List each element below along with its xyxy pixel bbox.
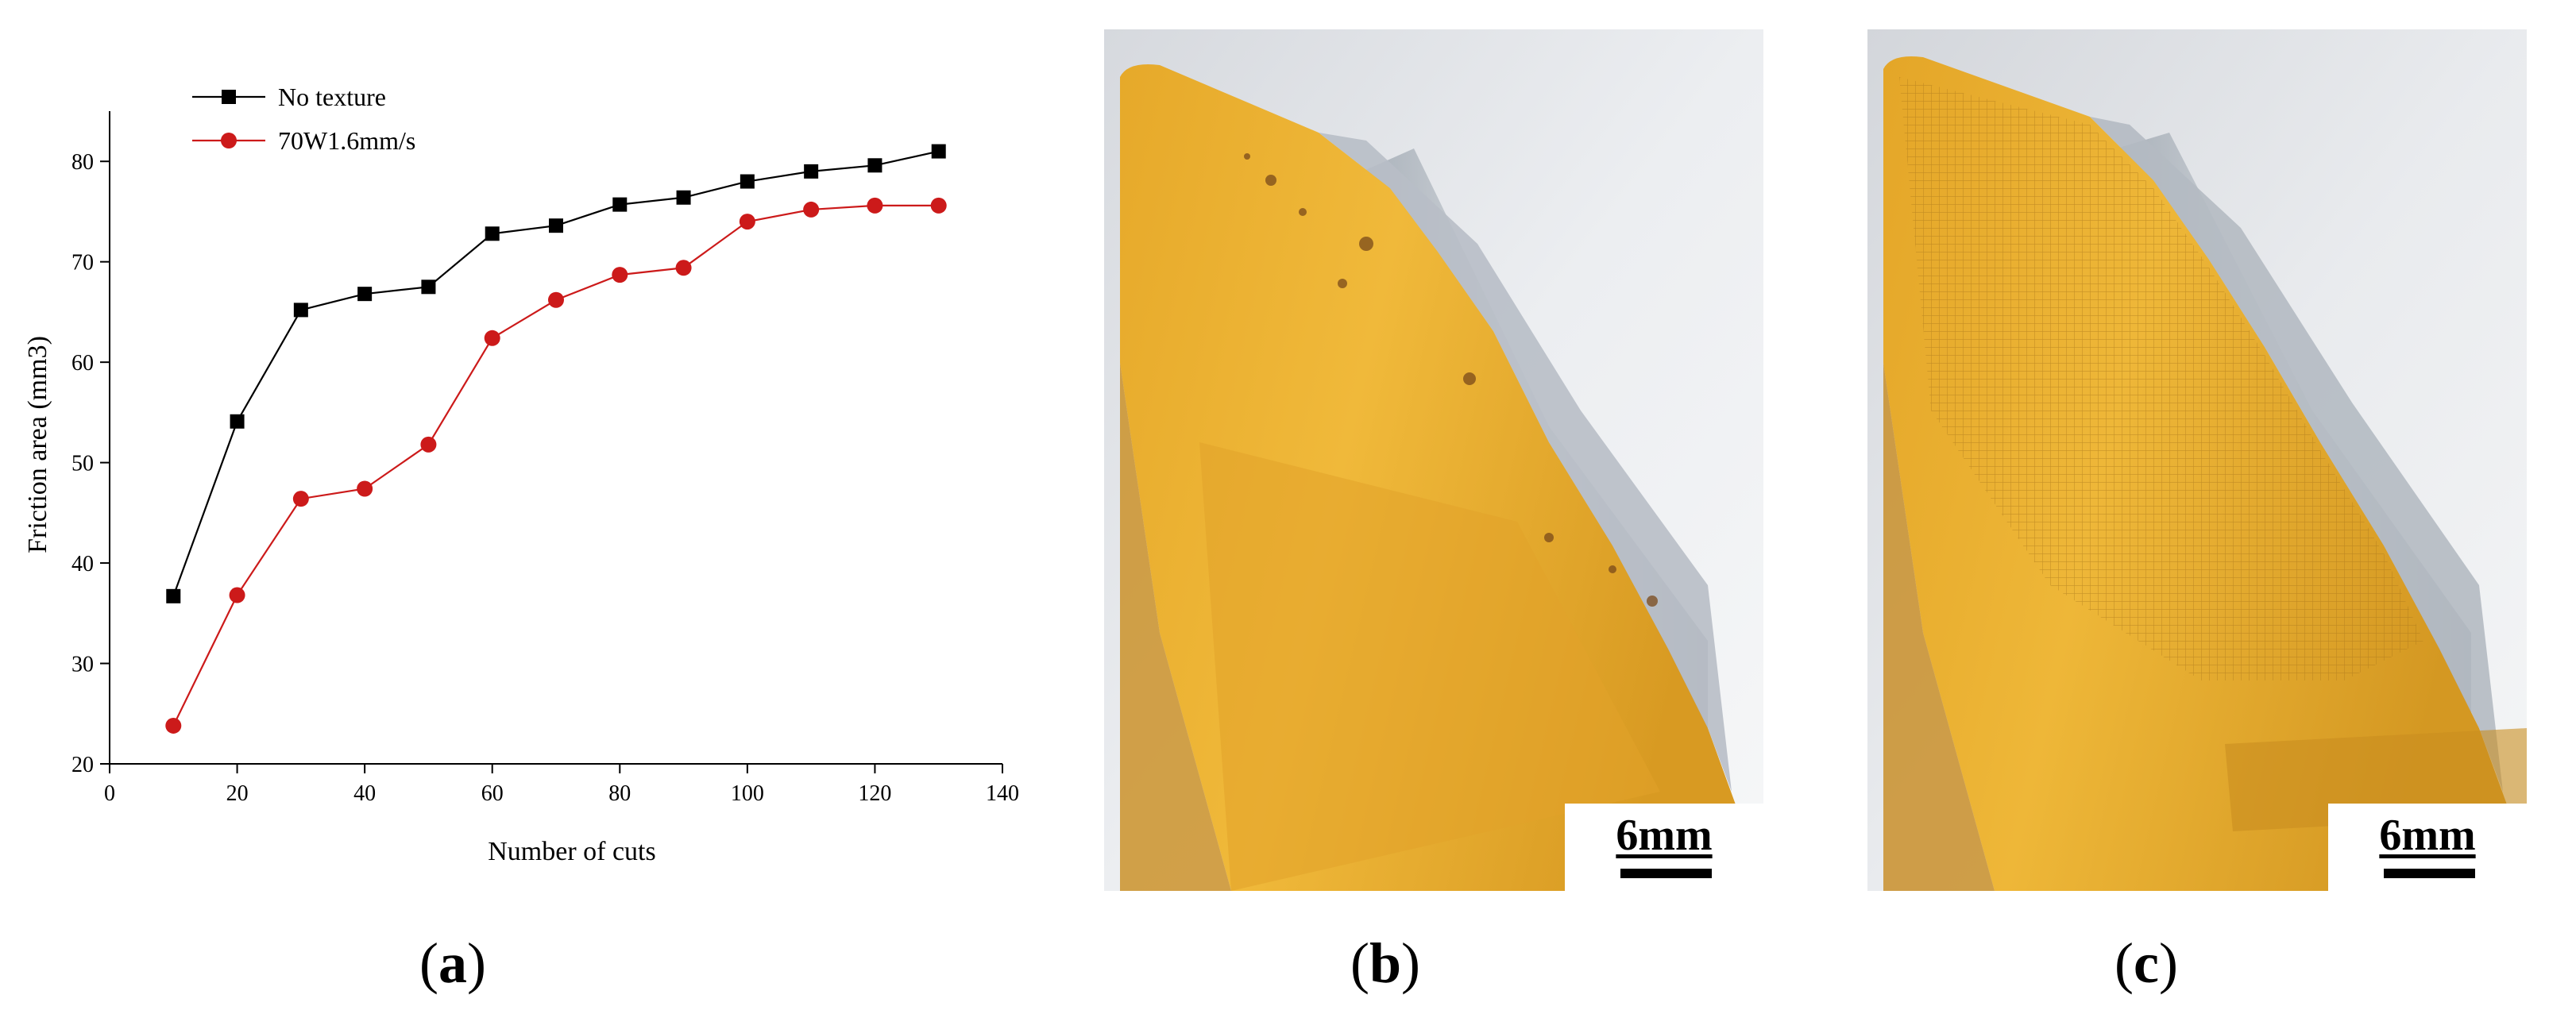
scale-bar-label: 6mm xyxy=(1616,811,1713,860)
tool-illustration xyxy=(1867,29,2527,891)
data-point xyxy=(293,303,308,318)
scale-bar-line xyxy=(1620,869,1712,878)
x-tick-label: 40 xyxy=(353,781,376,806)
panel-label-c: (c) xyxy=(2114,931,2178,997)
x-axis-label: Number of cuts xyxy=(488,837,656,866)
label-letter: b xyxy=(1369,931,1402,995)
data-point xyxy=(357,480,373,497)
data-point xyxy=(166,588,181,603)
chart-legend: No texture 70W1.6mm/s xyxy=(192,83,415,155)
label-letter: c xyxy=(2133,931,2159,995)
data-point xyxy=(612,197,628,212)
x-tick-label: 20 xyxy=(226,781,249,806)
data-point xyxy=(165,717,182,734)
scale-bar-b: 6mm xyxy=(1565,804,1763,891)
x-tick-label: 100 xyxy=(731,781,764,806)
label-open-paren: ( xyxy=(1350,931,1369,995)
y-tick-label: 80 xyxy=(71,150,94,175)
data-point xyxy=(675,260,692,276)
x-tick-label: 80 xyxy=(608,781,631,806)
chart-series xyxy=(165,144,947,734)
legend-label: 70W1.6mm/s xyxy=(278,126,415,155)
label-close-paren: ) xyxy=(1401,931,1421,995)
label-close-paren: ) xyxy=(466,931,486,995)
x-tick-label: 60 xyxy=(481,781,504,806)
chart-axes: 0 20 40 60 80 100 120 140 20 30 40 50 60 70 80 xyxy=(71,111,1019,806)
data-point xyxy=(421,279,436,295)
y-tick-label: 20 xyxy=(71,753,94,777)
photo-textured-tool: 6mm xyxy=(1867,29,2527,891)
y-tick-label: 50 xyxy=(71,452,94,476)
data-point xyxy=(292,491,309,507)
data-point xyxy=(739,214,755,230)
data-point xyxy=(804,164,819,179)
data-point xyxy=(676,190,691,205)
data-point xyxy=(548,291,564,308)
panel-label-b: (b) xyxy=(1350,931,1420,997)
x-tick-label: 120 xyxy=(858,781,891,806)
y-tick-label: 40 xyxy=(71,552,94,576)
data-point xyxy=(420,436,437,453)
y-tick-label: 30 xyxy=(71,653,94,677)
data-point xyxy=(357,287,373,302)
data-point xyxy=(867,197,883,214)
legend-marker xyxy=(221,133,237,148)
panel-label-a: (a) xyxy=(419,931,486,997)
data-point xyxy=(803,201,820,218)
data-point xyxy=(484,330,500,346)
label-open-paren: ( xyxy=(419,931,438,995)
legend-marker xyxy=(222,90,236,104)
scale-bar-line xyxy=(2384,869,2475,878)
series-line-0 xyxy=(172,150,939,597)
series-line-1 xyxy=(172,204,939,727)
data-point xyxy=(485,226,500,241)
scale-bar-c: 6mm xyxy=(2328,804,2527,891)
data-point xyxy=(612,267,628,283)
data-point xyxy=(740,174,755,189)
y-tick-label: 60 xyxy=(71,351,94,376)
data-point xyxy=(867,158,882,173)
x-tick-label: 0 xyxy=(104,781,115,806)
x-tick-label: 140 xyxy=(986,781,1019,806)
data-point xyxy=(549,218,563,233)
friction-area-chart: 0 20 40 60 80 100 120 140 20 30 40 50 60 70 80 No text… xyxy=(23,83,1019,866)
label-open-paren: ( xyxy=(2114,931,2134,995)
data-point xyxy=(230,414,245,429)
data-point xyxy=(930,197,947,214)
label-close-paren: ) xyxy=(2158,931,2178,995)
y-tick-label: 70 xyxy=(71,251,94,276)
y-axis-label: Friction area (mm3) xyxy=(23,336,52,553)
legend-label: No texture xyxy=(278,83,386,111)
data-point xyxy=(931,144,946,159)
scale-bar-label: 6mm xyxy=(2379,811,2476,860)
photo-untextured-tool: 6mm xyxy=(1104,29,1763,891)
data-point xyxy=(229,587,245,603)
label-letter: a xyxy=(438,931,467,995)
tool-illustration xyxy=(1104,29,1763,891)
